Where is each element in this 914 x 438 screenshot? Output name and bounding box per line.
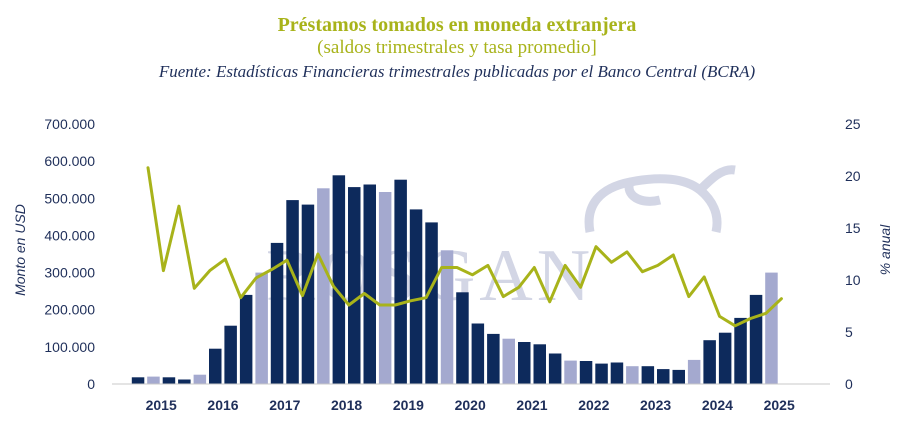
bar xyxy=(610,362,624,384)
x-tick-label: 2023 xyxy=(640,397,671,413)
bar xyxy=(626,366,639,384)
y2-tick-label: 0 xyxy=(845,376,853,392)
chart-subtitle: (saldos trimestrales y tasa promedio] xyxy=(317,37,597,58)
chart-source: Fuente: Estadísticas Financieras trimest… xyxy=(158,62,756,81)
bar xyxy=(301,204,315,384)
bar xyxy=(471,323,485,384)
bar xyxy=(579,361,593,384)
y-tick-label: 600.000 xyxy=(44,153,95,169)
x-axis: 2015 2016 2017 2018 2019 2020 2021 2022 2023 2024… xyxy=(146,397,795,413)
x-tick-label: 2015 xyxy=(146,397,177,413)
rate-line xyxy=(146,166,783,328)
bar xyxy=(564,360,577,384)
bar xyxy=(487,333,500,384)
y-tick-label: 400.000 xyxy=(44,227,95,243)
bar xyxy=(657,369,670,384)
bull-logo-watermark xyxy=(584,165,736,233)
bar xyxy=(209,348,222,384)
bar xyxy=(734,317,747,384)
bar xyxy=(286,200,299,384)
x-tick-label: 2020 xyxy=(455,397,486,413)
bar xyxy=(502,338,515,384)
bar-series xyxy=(131,175,778,384)
bar xyxy=(595,363,608,384)
y-tick-label: 500.000 xyxy=(44,190,95,206)
y-tick-label: 300.000 xyxy=(44,265,95,281)
bar xyxy=(239,294,253,384)
x-tick-label: 2018 xyxy=(331,397,362,413)
y2-tick-label: 10 xyxy=(845,272,861,288)
bar xyxy=(255,272,268,384)
bar xyxy=(378,192,392,384)
y-tick-label: 100.000 xyxy=(44,339,95,355)
bar xyxy=(224,325,237,384)
bar xyxy=(749,294,763,384)
x-tick-label: 2021 xyxy=(516,397,547,413)
x-tick-label: 2024 xyxy=(702,397,733,413)
y-tick-label: 200.000 xyxy=(44,302,95,318)
bar xyxy=(317,188,330,384)
y-tick-label: 0 xyxy=(87,376,95,392)
bar xyxy=(440,250,454,384)
bar xyxy=(409,209,423,384)
bar xyxy=(178,379,191,384)
bar xyxy=(162,377,176,384)
bar xyxy=(425,222,438,384)
bar xyxy=(456,292,469,384)
title-block: Préstamos tomados en moneda extranjera (… xyxy=(0,14,914,84)
bar xyxy=(518,342,531,384)
bar xyxy=(270,242,284,384)
bar xyxy=(394,179,407,384)
bar xyxy=(193,374,207,384)
y-tick-label: 700.000 xyxy=(44,116,95,132)
bar xyxy=(765,272,778,384)
x-tick-label: 2025 xyxy=(764,397,795,413)
y-axis-right: 25 20 15 10 5 0 xyxy=(845,116,861,392)
bar xyxy=(533,344,546,384)
bar xyxy=(131,377,145,384)
y2-tick-label: 5 xyxy=(845,324,853,340)
y2-tick-label: 25 xyxy=(845,116,861,132)
x-tick-label: 2016 xyxy=(207,397,238,413)
y2-tick-label: 15 xyxy=(845,220,861,236)
bar xyxy=(641,366,655,384)
y-axis-left: 700.000 600.000 500.000 400.000 300.000 200.0… xyxy=(44,116,95,392)
x-tick-label: 2022 xyxy=(578,397,609,413)
y-axis-label: Monto en USD xyxy=(12,204,28,296)
chart-title: Préstamos tomados en moneda extranjera xyxy=(277,14,637,36)
x-tick-label: 2019 xyxy=(393,397,424,413)
bar xyxy=(548,353,562,384)
x-tick-label: 2017 xyxy=(269,397,300,413)
bar xyxy=(718,332,732,384)
bar xyxy=(703,340,716,384)
bar xyxy=(687,359,701,384)
bar xyxy=(363,184,376,384)
bar xyxy=(332,175,346,384)
y2-tick-label: 20 xyxy=(845,168,861,184)
y2-axis-label: % anual xyxy=(877,224,893,275)
bar xyxy=(672,369,685,384)
bar xyxy=(348,187,361,384)
bar xyxy=(147,376,160,384)
